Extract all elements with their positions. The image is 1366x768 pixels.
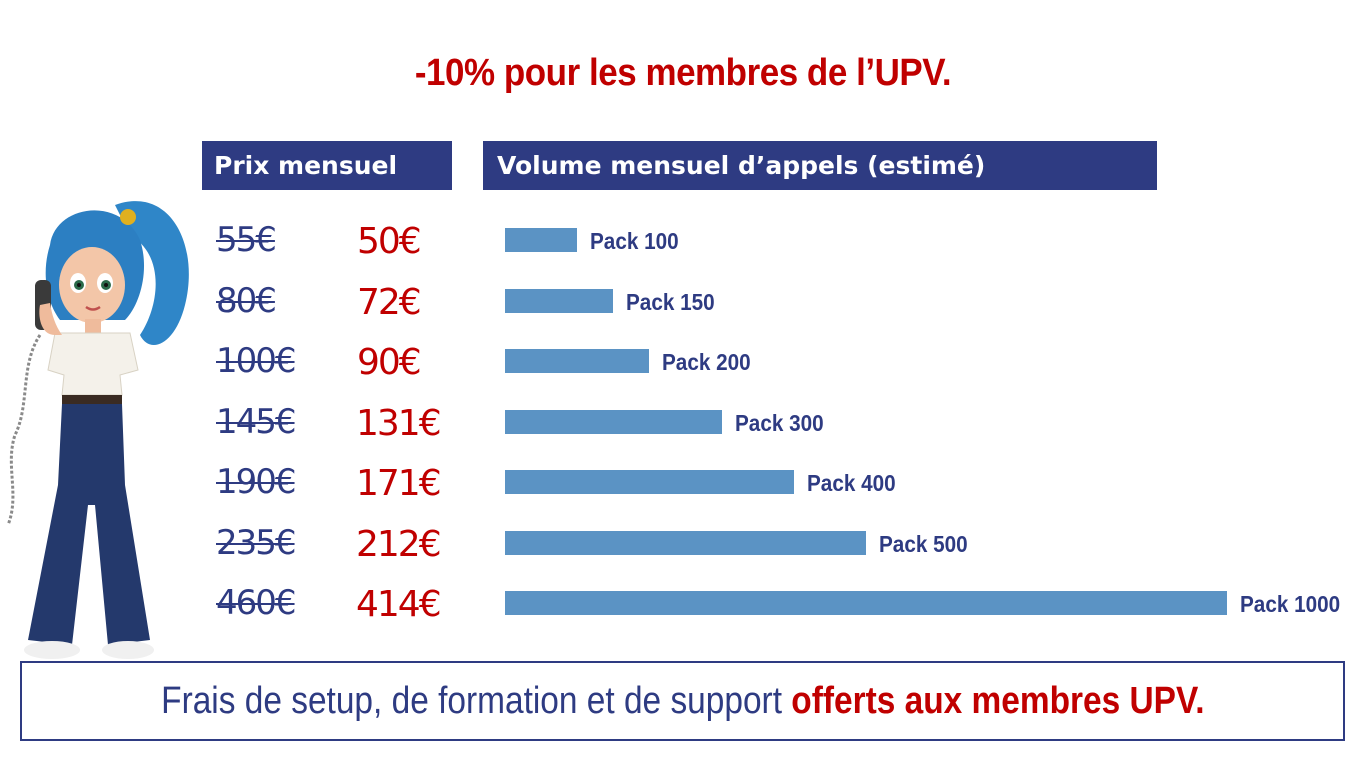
discounted-price: 131€: [356, 402, 442, 444]
price-column-header: Prix mensuel: [202, 141, 452, 190]
belt: [62, 395, 122, 404]
volume-column-header: Volume mensuel d’appels (estimé): [483, 141, 1157, 190]
discounted-price: 171€: [356, 463, 442, 504]
bar-label: Pack 300: [734, 409, 824, 436]
volume-bar: [505, 349, 650, 373]
old-price: 80€: [216, 280, 277, 321]
bar-label: Pack 1000: [1240, 591, 1341, 617]
footer-banner: Frais de setup, de formation et de suppo…: [20, 661, 1345, 741]
footer-highlight-text: offerts aux membres UPV.: [790, 679, 1205, 722]
old-price: 100€: [216, 341, 297, 381]
discounted-price: 414€: [356, 584, 442, 625]
discounted-price: 212€: [356, 523, 442, 565]
bar-label: Pack 200: [662, 349, 752, 375]
flare-jeans: [28, 404, 150, 645]
phone-cord: [6, 334, 42, 526]
volume-bar: [505, 409, 722, 434]
old-price: 235€: [216, 522, 297, 563]
old-price: 190€: [216, 462, 297, 502]
page-title: -10% pour les membres de l’UPV.: [414, 52, 952, 94]
bar-label: Pack 150: [626, 288, 715, 315]
old-price: 460€: [216, 583, 297, 623]
footer-normal-text: Frais de setup, de formation et de suppo…: [160, 679, 791, 722]
discounted-price: 90€: [357, 342, 422, 383]
volume-bar: [505, 470, 794, 494]
face: [59, 247, 125, 323]
footer-text: Frais de setup, de formation et de suppo…: [161, 680, 1204, 723]
volume-bar: [505, 288, 614, 313]
hair-tie: [120, 209, 136, 225]
blouse: [47, 332, 139, 396]
old-price: 145€: [216, 401, 297, 442]
volume-bar: [505, 228, 578, 252]
bar-label: Pack 500: [879, 530, 968, 557]
discounted-price: 50€: [357, 221, 422, 262]
volume-bar: [505, 591, 1227, 615]
bar-label: Pack 400: [806, 470, 896, 496]
mouth: [85, 305, 101, 311]
old-price: 55€: [216, 220, 277, 260]
bar-label: Pack 100: [590, 228, 679, 254]
discounted-price: 72€: [357, 281, 422, 323]
volume-bar: [505, 530, 866, 555]
woman-on-telephone-illustration: [6, 201, 189, 659]
